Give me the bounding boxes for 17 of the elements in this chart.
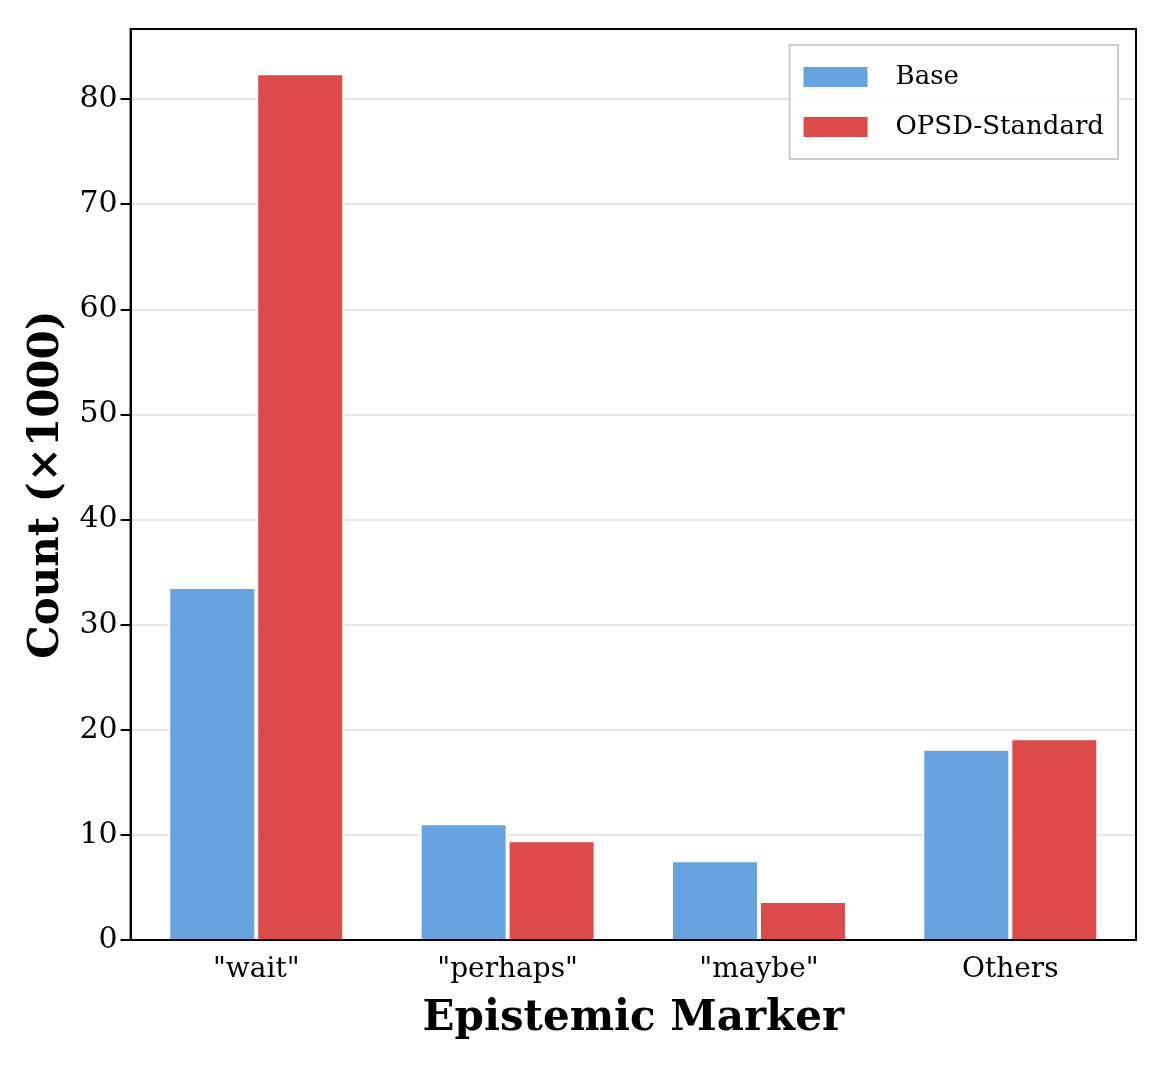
y-tick-label: 0 bbox=[98, 919, 118, 955]
y-axis-title: Count (×1000) bbox=[19, 310, 69, 659]
y-tick-label: 40 bbox=[79, 499, 118, 535]
x-tick-label: "wait" bbox=[212, 951, 300, 985]
y-tick-label: 50 bbox=[79, 394, 118, 430]
legend-label: Base bbox=[895, 59, 959, 90]
y-tick-label: 60 bbox=[79, 289, 118, 325]
y-tick-label: 10 bbox=[79, 814, 118, 850]
y-tick-label: 30 bbox=[79, 604, 118, 640]
x-tick-label: "perhaps" bbox=[437, 951, 578, 985]
legend-label: OPSD-Standard bbox=[895, 109, 1105, 140]
x-tick-label: "maybe" bbox=[699, 951, 819, 985]
y-tick-label: 20 bbox=[79, 709, 118, 745]
y-tick-label: 80 bbox=[79, 79, 118, 115]
x-tick-label: Others bbox=[962, 951, 1059, 985]
x-axis-title: Epistemic Marker bbox=[422, 990, 845, 1040]
y-tick-label: 70 bbox=[79, 184, 118, 220]
